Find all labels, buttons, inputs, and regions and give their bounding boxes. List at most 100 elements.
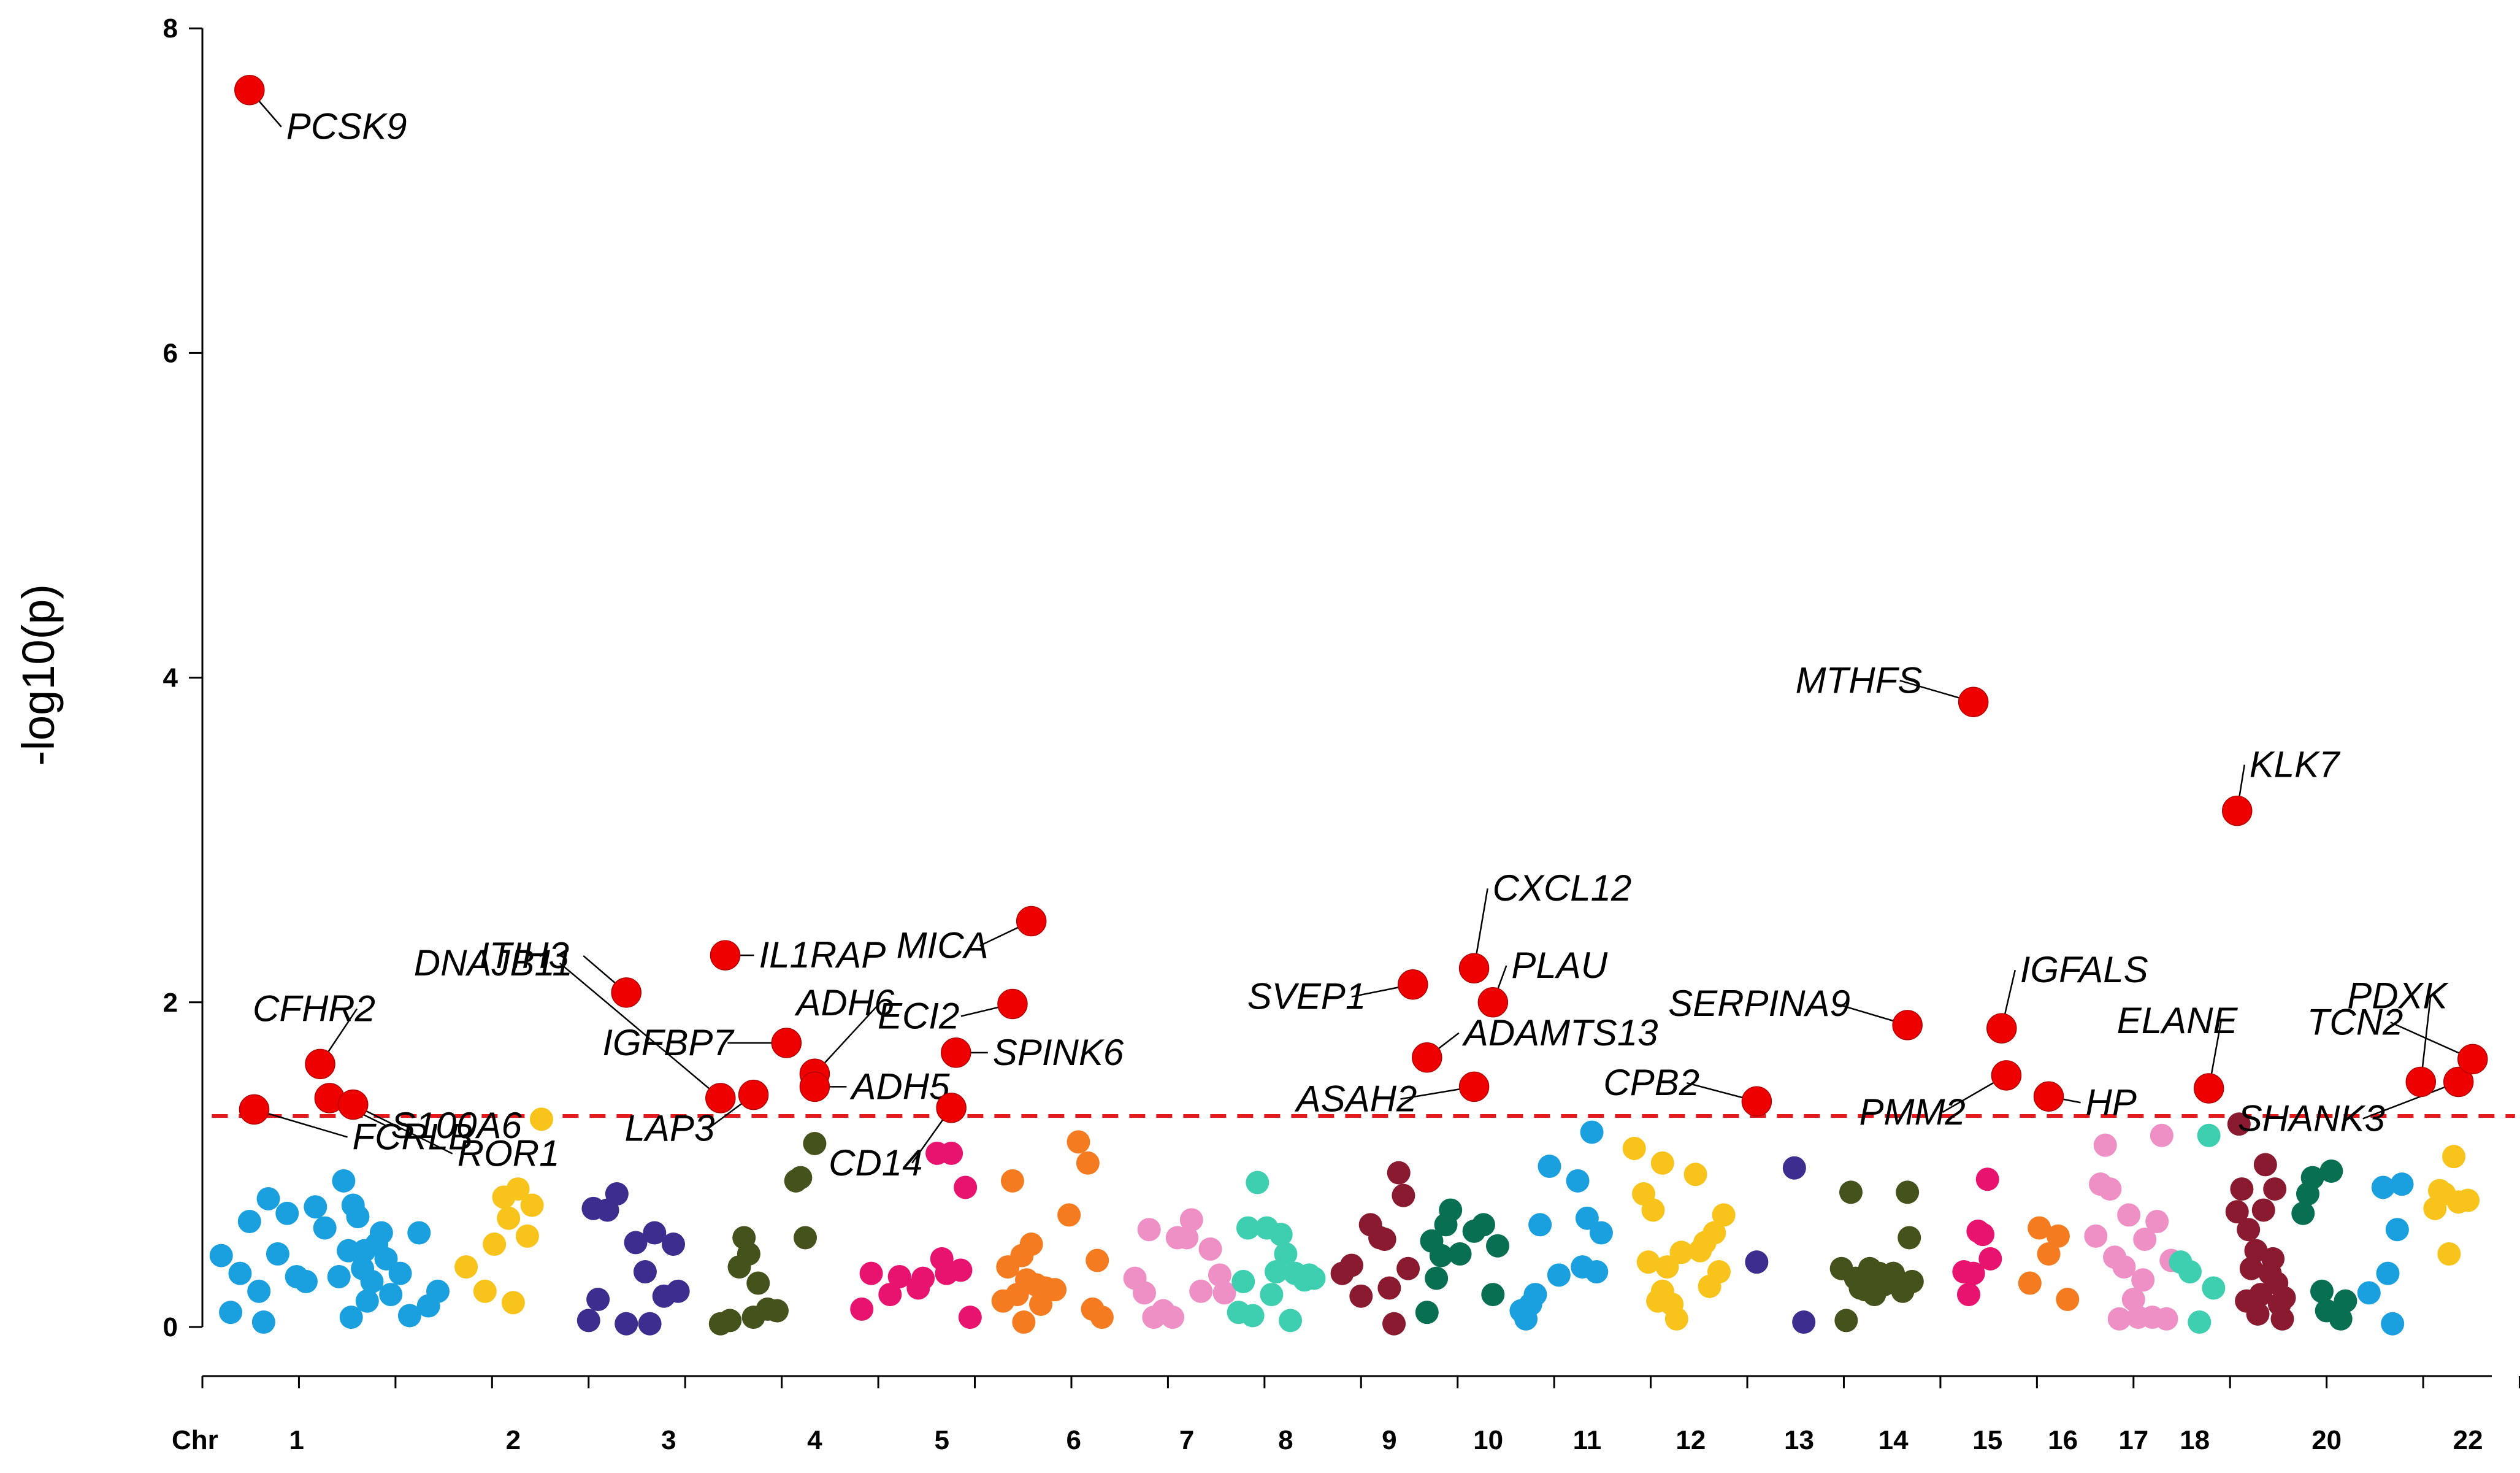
highlight-point [2033, 1081, 2064, 1112]
point-chr-19 [2253, 1153, 2277, 1177]
gene-label: ADH6 [794, 982, 895, 1023]
gene-label: ECI2 [878, 995, 959, 1036]
highlight-point [1398, 969, 1428, 1000]
point-chr-21 [2376, 1261, 2400, 1285]
gene-label: CD14 [829, 1142, 922, 1183]
x-tick-label: 6 [1067, 1425, 1081, 1455]
point-chr-10 [1425, 1266, 1449, 1290]
point-chr-2 [501, 1291, 525, 1315]
point-chr-8 [1269, 1223, 1293, 1247]
point-chr-5 [887, 1264, 911, 1288]
point-chr-7 [1179, 1208, 1203, 1232]
point-chr-21 [2390, 1172, 2414, 1196]
highlight-point [941, 1037, 971, 1068]
point-chr-2 [520, 1193, 544, 1217]
point-chr-1 [388, 1261, 412, 1285]
point-chr-4 [803, 1132, 827, 1156]
point-chr-9 [1396, 1256, 1420, 1280]
point-chr-10 [1486, 1234, 1509, 1258]
point-chr-1 [426, 1279, 450, 1303]
gene-label: SPINK6 [993, 1032, 1124, 1073]
point-chr-4 [789, 1166, 813, 1190]
point-chr-7 [1137, 1218, 1161, 1242]
point-chr-1 [355, 1289, 379, 1313]
point-chr-13 [1782, 1156, 1806, 1180]
highlight-point [1477, 987, 1509, 1018]
point-chr-19 [2239, 1256, 2263, 1280]
point-chr-14 [1898, 1226, 1921, 1250]
point-chr-13 [1792, 1310, 1816, 1334]
point-chr-17 [2084, 1224, 2108, 1248]
highlight-point [710, 940, 741, 971]
point-chr-17 [2150, 1123, 2173, 1147]
gene-label: FCRLB [352, 1116, 473, 1157]
point-chr-7 [1198, 1237, 1222, 1261]
point-chr-1 [353, 1239, 377, 1263]
x-tick-label: 7 [1179, 1425, 1194, 1455]
x-tick-label: 1 [289, 1425, 304, 1455]
point-chr-4 [737, 1242, 760, 1266]
point-chr-11 [1585, 1260, 1609, 1284]
leader-line [559, 962, 721, 1099]
point-chr-5 [940, 1141, 963, 1165]
point-chr-1 [256, 1186, 280, 1210]
gene-label: IGFBP7 [602, 1022, 735, 1063]
highlight-point [2193, 1073, 2224, 1104]
gene-label: SERPINA9 [1668, 983, 1850, 1024]
point-chr-17 [2154, 1307, 2178, 1331]
point-chr-3 [605, 1182, 629, 1206]
x-tick-label: 16 [2048, 1425, 2078, 1455]
point-chr-1 [332, 1169, 356, 1193]
point-chr-1 [379, 1283, 403, 1307]
point-chr-10 [1471, 1213, 1495, 1237]
x-tick-label: 5 [935, 1425, 949, 1455]
point-chr-1 [237, 1210, 261, 1234]
point-chr-19 [2225, 1200, 2249, 1224]
leader-line [254, 1109, 348, 1138]
point-chr-1 [407, 1221, 431, 1245]
point-chr-15 [1957, 1283, 1980, 1307]
point-chr-6 [1043, 1278, 1067, 1302]
point-chr-12 [1655, 1255, 1679, 1279]
point-chr-2 [483, 1233, 507, 1256]
y-tick-label: 4 [163, 663, 178, 693]
point-chr-7 [1208, 1263, 1231, 1287]
point-chr-17 [2098, 1177, 2122, 1201]
point-chr-8 [1265, 1260, 1289, 1284]
gene-label: KLK7 [2250, 744, 2341, 785]
y-tick-label: 2 [163, 988, 178, 1018]
point-chr-1 [209, 1244, 233, 1267]
gene-label: CFHR2 [253, 988, 375, 1029]
gene-label: PLAU [1511, 945, 1607, 986]
y-tick-label: 6 [163, 338, 178, 368]
point-chr-22 [2442, 1145, 2466, 1169]
point-chr-19 [2230, 1177, 2254, 1201]
point-chr-1 [374, 1247, 398, 1271]
x-tick-label: 4 [807, 1425, 822, 1455]
point-chr-6 [1057, 1203, 1081, 1227]
x-tick-label: 18 [2180, 1425, 2210, 1455]
point-chr-19 [2251, 1198, 2275, 1222]
point-chr-3 [576, 1309, 600, 1333]
point-chr-1 [266, 1242, 289, 1266]
point-chr-11 [1589, 1221, 1613, 1245]
point-chr-9 [1387, 1161, 1411, 1185]
point-chr-3 [624, 1231, 648, 1255]
gene-label: ELANE [2117, 1000, 2239, 1041]
point-chr-16 [2046, 1224, 2070, 1248]
gene-label: ITIH3 [479, 935, 569, 976]
highlight-point [611, 977, 641, 1008]
point-chr-3 [633, 1260, 657, 1284]
highlight-point [771, 1028, 802, 1058]
point-chr-12 [1702, 1221, 1726, 1245]
gene-label: HP [2086, 1082, 2137, 1123]
gene-label: IGFALS [2020, 949, 2148, 990]
point-chr-21 [2357, 1281, 2381, 1305]
point-chr-3 [666, 1279, 690, 1303]
point-chr-9 [1392, 1183, 1415, 1207]
x-tick-label: 11 [1573, 1425, 1602, 1455]
point-chr-19 [2261, 1247, 2285, 1271]
point-chr-9 [1373, 1228, 1396, 1252]
gene-label: ADH5 [849, 1066, 950, 1107]
